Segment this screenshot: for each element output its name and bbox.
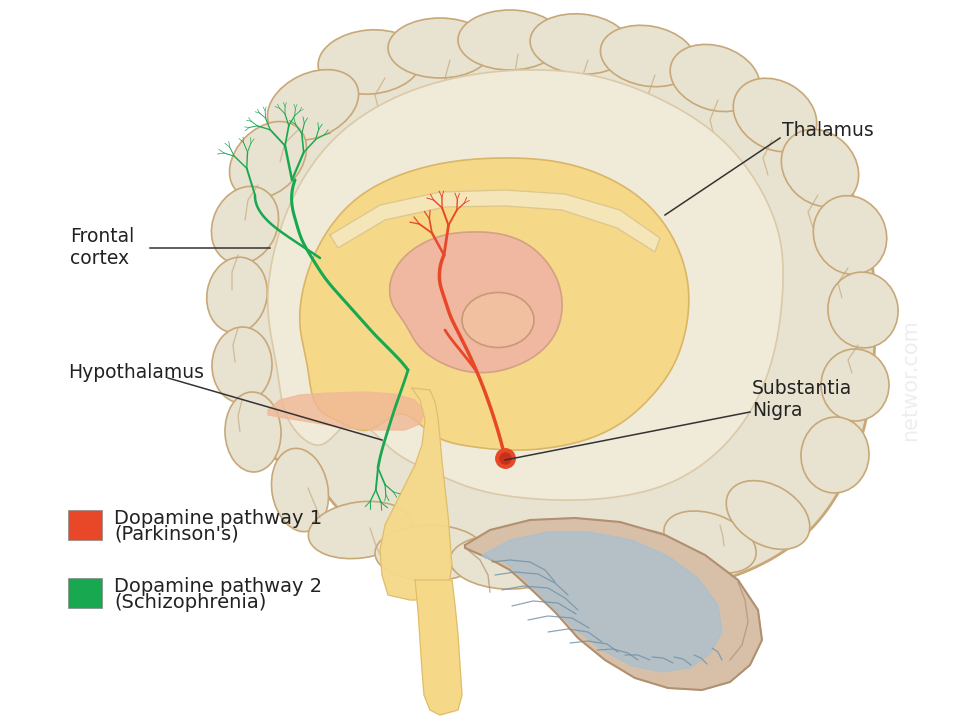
Text: Dopamine pathway 1: Dopamine pathway 1: [114, 508, 322, 528]
Ellipse shape: [388, 18, 492, 78]
Text: Substantia
Nigra: Substantia Nigra: [752, 380, 852, 420]
Ellipse shape: [207, 257, 267, 333]
Ellipse shape: [450, 535, 560, 589]
Ellipse shape: [225, 392, 281, 472]
FancyBboxPatch shape: [68, 578, 102, 608]
Ellipse shape: [462, 293, 534, 348]
Ellipse shape: [664, 511, 756, 573]
Ellipse shape: [309, 502, 411, 558]
Ellipse shape: [318, 30, 422, 94]
Text: Frontal
cortex: Frontal cortex: [70, 227, 135, 269]
Text: (Schizophrenia): (Schizophrenia): [114, 592, 266, 611]
Text: (Parkinson's): (Parkinson's): [114, 524, 239, 544]
Text: networ.com: networ.com: [900, 319, 920, 441]
Ellipse shape: [781, 129, 859, 207]
FancyBboxPatch shape: [68, 510, 102, 540]
Ellipse shape: [600, 25, 696, 86]
Polygon shape: [300, 158, 689, 450]
Polygon shape: [415, 580, 462, 715]
Polygon shape: [228, 34, 875, 591]
Ellipse shape: [229, 121, 307, 198]
Ellipse shape: [595, 529, 694, 587]
Ellipse shape: [212, 327, 272, 403]
Polygon shape: [380, 388, 452, 600]
Ellipse shape: [530, 14, 630, 74]
Ellipse shape: [523, 538, 627, 592]
Ellipse shape: [458, 10, 562, 70]
Polygon shape: [330, 190, 660, 252]
Polygon shape: [268, 70, 783, 500]
Ellipse shape: [813, 196, 887, 274]
Ellipse shape: [828, 272, 898, 348]
Ellipse shape: [726, 481, 810, 550]
Text: Hypothalamus: Hypothalamus: [68, 364, 204, 383]
Ellipse shape: [821, 349, 889, 421]
Text: Thalamus: Thalamus: [782, 121, 874, 139]
Ellipse shape: [801, 417, 869, 493]
Ellipse shape: [734, 78, 817, 152]
Polygon shape: [390, 232, 562, 372]
Polygon shape: [465, 518, 762, 690]
Polygon shape: [482, 532, 722, 672]
Polygon shape: [268, 392, 425, 430]
Ellipse shape: [271, 449, 328, 531]
Ellipse shape: [375, 525, 485, 581]
Ellipse shape: [670, 44, 760, 112]
Ellipse shape: [267, 70, 358, 140]
Text: Dopamine pathway 2: Dopamine pathway 2: [114, 576, 322, 595]
Ellipse shape: [211, 187, 279, 264]
